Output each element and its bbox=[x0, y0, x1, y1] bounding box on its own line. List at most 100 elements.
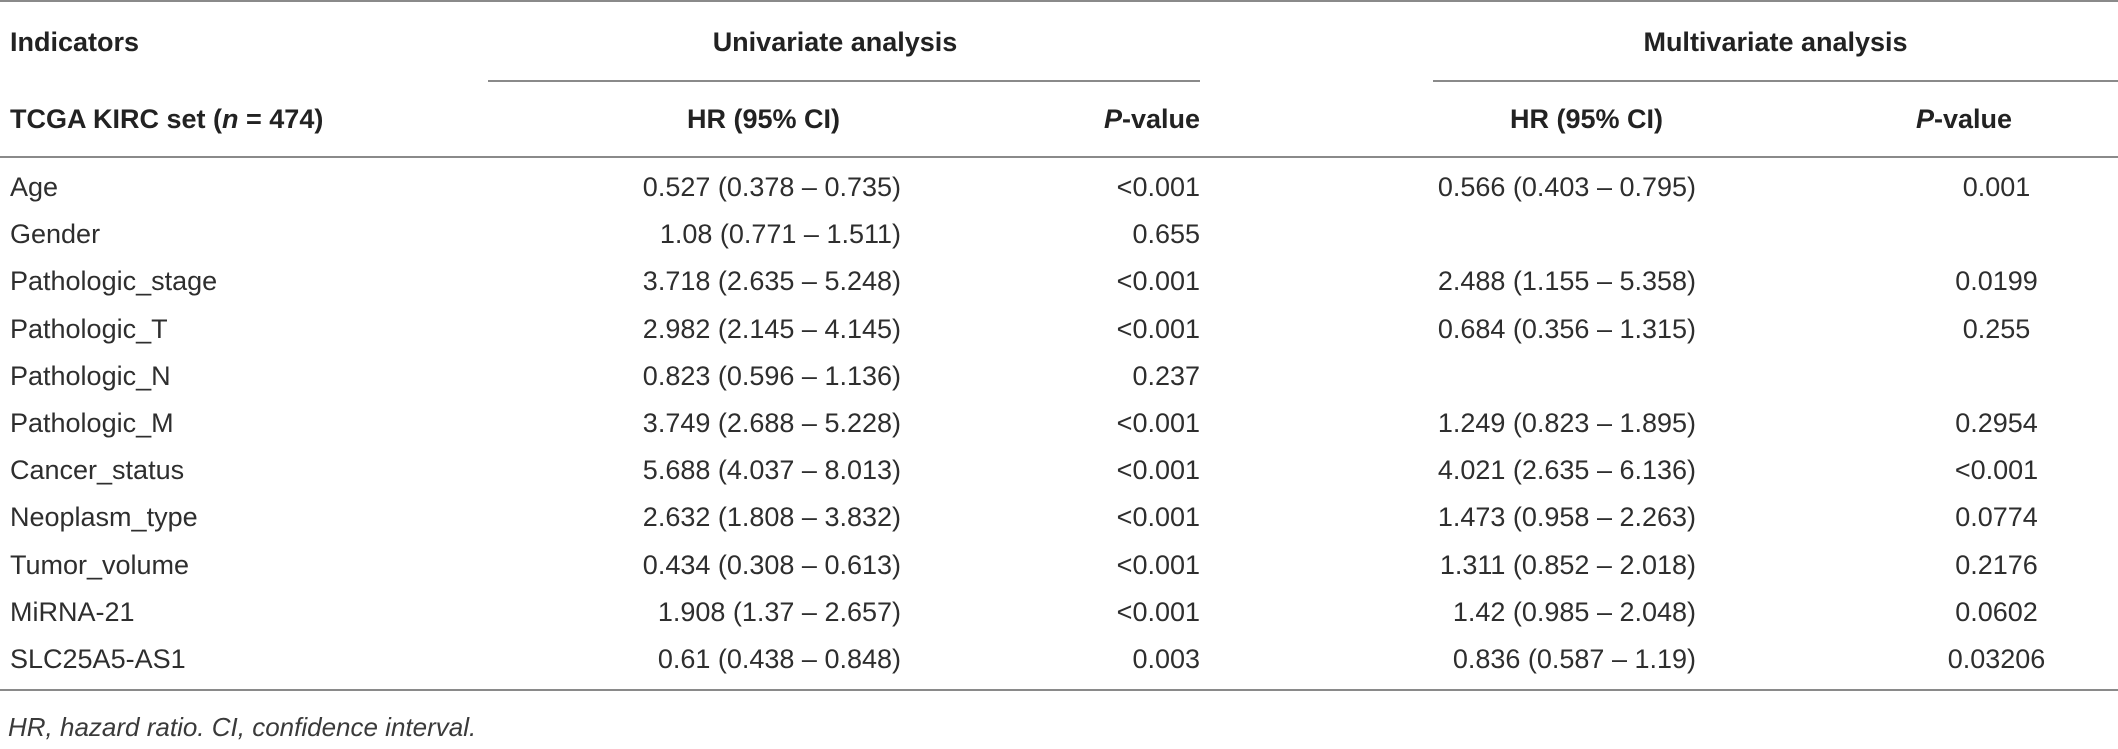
table-footnote: HR, hazard ratio. CI, confidence interva… bbox=[8, 712, 477, 742]
multi-p-cell: 0.2954 bbox=[1955, 408, 2038, 439]
multi-hr-cell: 0.566 (0.403 – 0.795) bbox=[1437, 172, 1697, 203]
multi-hr-cell: 1.473 (0.958 – 2.263) bbox=[1437, 502, 1697, 533]
uni-p-cell: <0.001 bbox=[1116, 266, 1201, 297]
uni-hr-cell: 1.08 (0.771 – 1.511) bbox=[659, 219, 901, 250]
uni-hr-cell: 0.527 (0.378 – 0.735) bbox=[642, 172, 901, 203]
set-header-n: n bbox=[222, 103, 239, 134]
indicator-cell: Pathologic_M bbox=[10, 408, 174, 439]
uni-hr-cell: 0.61 (0.438 – 0.848) bbox=[657, 643, 901, 674]
uni-p-cell: <0.001 bbox=[1116, 313, 1201, 344]
univariate-header-text: Univariate analysis bbox=[712, 26, 958, 57]
set-header-prefix: TCGA KIRC set ( bbox=[10, 103, 223, 134]
multi-hr-cell: 2.488 (1.155 – 5.358) bbox=[1437, 266, 1697, 297]
multi-hr-header: HR (95% CI) bbox=[1315, 82, 1915, 157]
uni-hr-header: HR (95% CI) bbox=[470, 82, 910, 157]
table-row: Tumor_volume 0.434 (0.308 – 0.613) <0.001 1… bbox=[0, 542, 2118, 589]
indicators-header: Indicators bbox=[10, 26, 140, 57]
indicator-cell: Gender bbox=[10, 219, 101, 250]
multi-p-cell: 0.255 bbox=[1962, 313, 2031, 344]
multi-p-cell: 0.0199 bbox=[1955, 266, 2038, 297]
indicator-cell: Tumor_volume bbox=[10, 549, 190, 580]
set-header: TCGA KIRC set (n = 474) bbox=[0, 82, 470, 157]
multi-hr-cell: 4.021 (2.635 – 6.136) bbox=[1437, 455, 1697, 486]
uni-p-cell: <0.001 bbox=[1116, 502, 1201, 533]
uni-hr-cell: 3.749 (2.688 – 5.228) bbox=[642, 408, 901, 439]
table-row: Pathologic_T 2.982 (2.145 – 4.145) <0.001 0… bbox=[0, 306, 2118, 353]
indicator-cell: Pathologic_T bbox=[10, 313, 168, 344]
multi-p-cell: 0.001 bbox=[1962, 172, 2031, 203]
spacer-cell bbox=[1200, 258, 1315, 305]
uni-p-cell: <0.001 bbox=[1116, 408, 1201, 439]
uni-p-cell: <0.001 bbox=[1116, 172, 1201, 203]
multivariate-header: Multivariate analysis bbox=[1315, 1, 2118, 82]
multi-p-header-rest: -value bbox=[1934, 103, 2013, 134]
spacer-cell bbox=[1200, 157, 1315, 211]
table-row: Age 0.527 (0.378 – 0.735) <0.001 0.566 (0.4… bbox=[0, 157, 2118, 211]
table-row: Pathologic_stage 3.718 (2.635 – 5.248) <0.… bbox=[0, 258, 2118, 305]
uni-hr-cell: 0.823 (0.596 – 1.136) bbox=[642, 360, 901, 391]
multi-hr-cell bbox=[1315, 211, 1915, 258]
indicator-cell: Cancer_status bbox=[10, 455, 185, 486]
uni-hr-header-text: HR (95% CI) bbox=[686, 103, 840, 134]
set-header-suffix: = 474) bbox=[238, 103, 324, 134]
multi-p-cell: 0.0602 bbox=[1955, 596, 2038, 627]
spacer-cell bbox=[1200, 494, 1315, 541]
multi-p-cell: 0.0774 bbox=[1955, 502, 2038, 533]
multivariate-header-text: Multivariate analysis bbox=[1643, 26, 1908, 57]
uni-hr-cell: 0.434 (0.308 – 0.613) bbox=[642, 549, 901, 580]
uni-hr-cell: 1.908 (1.37 – 2.657) bbox=[657, 596, 901, 627]
indicator-cell: Pathologic_stage bbox=[10, 266, 218, 297]
multi-hr-cell bbox=[1315, 353, 1915, 400]
multi-hr-cell: 1.42 (0.985 – 2.048) bbox=[1452, 596, 1697, 627]
table-row: Pathologic_N 0.823 (0.596 – 1.136) 0.237 bbox=[0, 353, 2118, 400]
uni-hr-cell: 2.632 (1.808 – 3.832) bbox=[642, 502, 901, 533]
spacer-cell bbox=[1200, 211, 1315, 258]
cox-regression-table: Indicators Univariate analysis Multivari… bbox=[0, 1, 2118, 691]
results-table-container: Indicators Univariate analysis Multivari… bbox=[0, 1, 2118, 691]
spacer-cell bbox=[1200, 636, 1315, 690]
table-row: Gender 1.08 (0.771 – 1.511) 0.655 bbox=[0, 211, 2118, 258]
multi-p-cell: 0.2176 bbox=[1955, 549, 2038, 580]
uni-p-cell: <0.001 bbox=[1116, 549, 1201, 580]
spacer-cell bbox=[1200, 306, 1315, 353]
uni-p-cell: <0.001 bbox=[1116, 596, 1201, 627]
spacer-cell bbox=[1200, 447, 1315, 494]
multi-p-cell: <0.001 bbox=[1954, 455, 2039, 486]
spacer-cell bbox=[1200, 353, 1315, 400]
indicator-cell: Age bbox=[10, 172, 59, 203]
uni-hr-cell: 2.982 (2.145 – 4.145) bbox=[642, 313, 901, 344]
multi-p-cell bbox=[1915, 353, 2118, 400]
indicator-cell: Pathologic_N bbox=[10, 360, 171, 391]
table-row: SLC25A5-AS1 0.61 (0.438 – 0.848) 0.003 0.83… bbox=[0, 636, 2118, 691]
multi-hr-cell: 0.836 (0.587 – 1.19) bbox=[1452, 643, 1697, 674]
spacer-cell bbox=[1200, 542, 1315, 589]
multi-hr-header-text: HR (95% CI) bbox=[1510, 103, 1664, 134]
uni-hr-cell: 5.688 (4.037 – 8.013) bbox=[642, 455, 901, 486]
header-spacer-2 bbox=[1200, 82, 1315, 157]
spacer-cell bbox=[1200, 589, 1315, 636]
uni-p-header: P-value bbox=[910, 82, 1200, 157]
uni-p-cell: 0.655 bbox=[1132, 219, 1201, 250]
header-row-columns: TCGA KIRC set (n = 474) HR (95% CI) P-va… bbox=[0, 82, 2118, 157]
multi-hr-cell: 0.684 (0.356 – 1.315) bbox=[1437, 313, 1697, 344]
table-row: Neoplasm_type 2.632 (1.808 – 3.832) <0.001… bbox=[0, 494, 2118, 541]
header-row-group: Indicators Univariate analysis Multivari… bbox=[0, 1, 2118, 82]
uni-hr-cell: 3.718 (2.635 – 5.248) bbox=[642, 266, 901, 297]
multi-p-cell: 0.03206 bbox=[1947, 643, 2046, 674]
uni-p-cell: 0.237 bbox=[1132, 360, 1201, 391]
table-row: Pathologic_M 3.749 (2.688 – 5.228) <0.001 1… bbox=[0, 400, 2118, 447]
indicator-cell: Neoplasm_type bbox=[10, 502, 198, 533]
uni-p-cell: <0.001 bbox=[1116, 455, 1201, 486]
table-row: Cancer_status 5.688 (4.037 – 8.013) <0.001… bbox=[0, 447, 2118, 494]
uni-p-header-rest: -value bbox=[1121, 103, 1201, 134]
header-spacer bbox=[1200, 1, 1315, 82]
indicator-cell: SLC25A5-AS1 bbox=[10, 643, 186, 674]
multi-p-header-italic: P bbox=[1916, 103, 1935, 134]
indicator-cell: MiRNA-21 bbox=[10, 596, 135, 627]
multi-p-header: P-value bbox=[1915, 82, 2118, 157]
multi-hr-cell: 1.311 (0.852 – 2.018) bbox=[1439, 549, 1697, 580]
multi-hr-cell: 1.249 (0.823 – 1.895) bbox=[1437, 408, 1697, 439]
table-body: Age 0.527 (0.378 – 0.735) <0.001 0.566 (0.4… bbox=[0, 157, 2118, 691]
spacer-cell bbox=[1200, 400, 1315, 447]
univariate-header: Univariate analysis bbox=[470, 1, 1201, 82]
